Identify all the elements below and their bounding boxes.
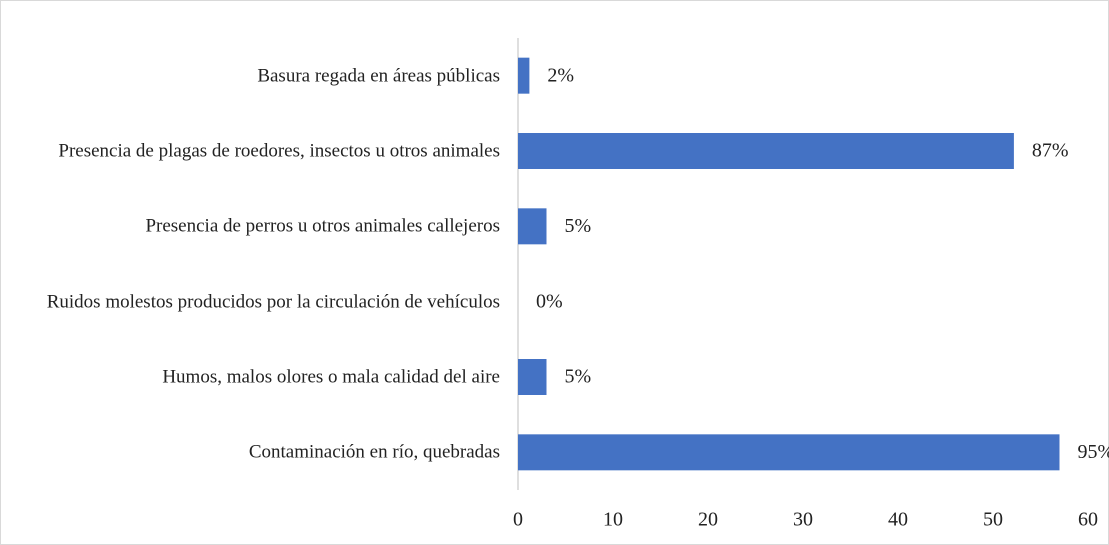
- data-label: 5%: [565, 366, 592, 388]
- y-tick-label: Humos, malos olores o mala calidad del a…: [162, 366, 500, 388]
- y-tick-label: Contaminación en río, quebradas: [248, 441, 500, 463]
- data-label: 2%: [547, 64, 574, 86]
- x-tick-label: 60: [1078, 509, 1098, 531]
- x-tick-label: 30: [793, 509, 813, 531]
- data-label: 95%: [1078, 441, 1109, 463]
- x-tick-label: 0: [513, 509, 523, 531]
- x-tick-label: 50: [983, 509, 1003, 531]
- bar: [518, 359, 547, 395]
- bar: [518, 57, 530, 94]
- x-tick-label: 10: [603, 509, 623, 531]
- x-tick-label: 40: [888, 509, 908, 531]
- data-label: 5%: [565, 215, 592, 237]
- y-tick-label: Presencia de perros u otros animales cal…: [145, 215, 500, 237]
- data-label: 87%: [1032, 140, 1069, 162]
- bar: [518, 208, 547, 245]
- bar: [518, 434, 1060, 471]
- data-label: 0%: [536, 290, 563, 312]
- y-tick-label: Basura regada en áreas públicas: [257, 65, 500, 87]
- x-tick-label: 20: [698, 509, 718, 531]
- y-tick-label: Ruidos molestos producidos por la circul…: [46, 291, 500, 313]
- y-tick-label: Presencia de plagas de roedores, insecto…: [58, 140, 500, 162]
- bar: [518, 133, 1014, 169]
